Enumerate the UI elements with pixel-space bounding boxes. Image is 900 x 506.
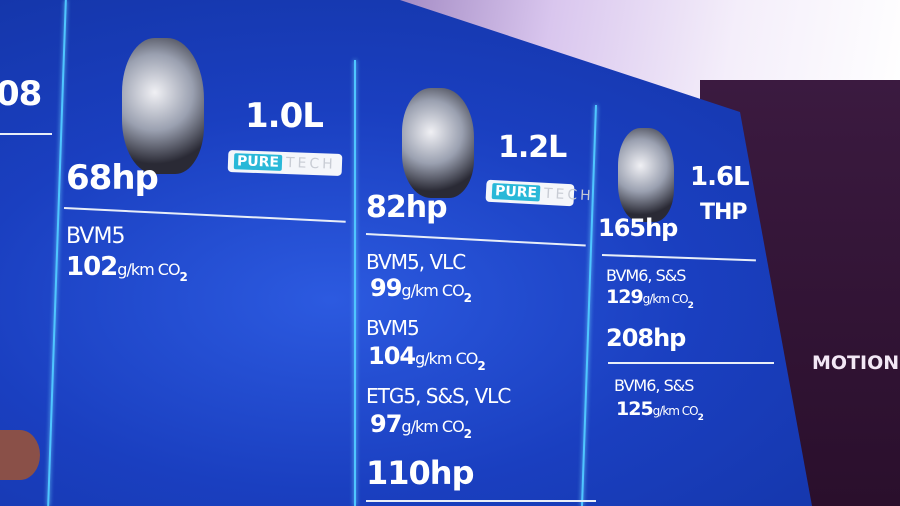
- divider: [608, 362, 774, 364]
- power-110hp: 110hp: [366, 454, 474, 492]
- co2-emission: 129g/km CO2: [606, 286, 694, 311]
- displacement-1-6l: 1.6L: [690, 162, 750, 192]
- power-68hp: 68hp: [66, 158, 159, 198]
- divider: [365, 233, 586, 247]
- power-82hp: 82hp: [366, 190, 448, 225]
- displacement-1-0l: 1.0L: [245, 96, 324, 136]
- gearbox: BVM5, VLC: [366, 250, 466, 274]
- co2-emission: 97g/km CO2: [370, 410, 472, 441]
- column-divider: [47, 0, 67, 506]
- logo-tech: TECH: [543, 185, 595, 205]
- co2-emission: 102g/km CO2: [66, 252, 188, 285]
- side-banner-text: MOTION: [812, 352, 900, 374]
- column-divider: [580, 105, 598, 506]
- co2-emission: 104g/km CO2: [368, 342, 486, 373]
- displacement-1-2l: 1.2L: [498, 130, 567, 165]
- logo-pure: PURE: [491, 183, 541, 202]
- power-208hp: 208hp: [606, 324, 686, 352]
- puretech-logo: PURE TECH: [227, 150, 343, 176]
- gearbox: BVM6, S&S: [614, 376, 694, 395]
- gearbox: BVM6, S&S: [606, 266, 686, 285]
- engine-image-1-6l: [618, 128, 674, 222]
- divider: [0, 133, 52, 135]
- engine-image-1-2l: [402, 88, 474, 198]
- co2-emission: 125g/km CO2: [616, 398, 704, 423]
- puretech-logo: PURE TECH: [485, 179, 594, 207]
- engine-image-1-0l: [122, 38, 204, 174]
- gearbox: BVM5: [366, 316, 420, 340]
- gearbox: BVM5: [66, 224, 125, 249]
- power-165hp: 165hp: [598, 214, 678, 242]
- logo-tech: TECH: [285, 155, 336, 173]
- logo-pure: PURE: [233, 153, 283, 171]
- column-divider: [354, 60, 356, 506]
- divider: [63, 207, 346, 223]
- co2-emission: 99g/km CO2: [370, 274, 472, 305]
- divider: [601, 254, 756, 262]
- partial-model-label: 08: [0, 74, 42, 114]
- gearbox: ETG5, S&S, VLC: [366, 384, 511, 408]
- presenter-hand: [0, 430, 40, 480]
- divider: [366, 500, 596, 502]
- engine-type-thp: THP: [700, 200, 748, 225]
